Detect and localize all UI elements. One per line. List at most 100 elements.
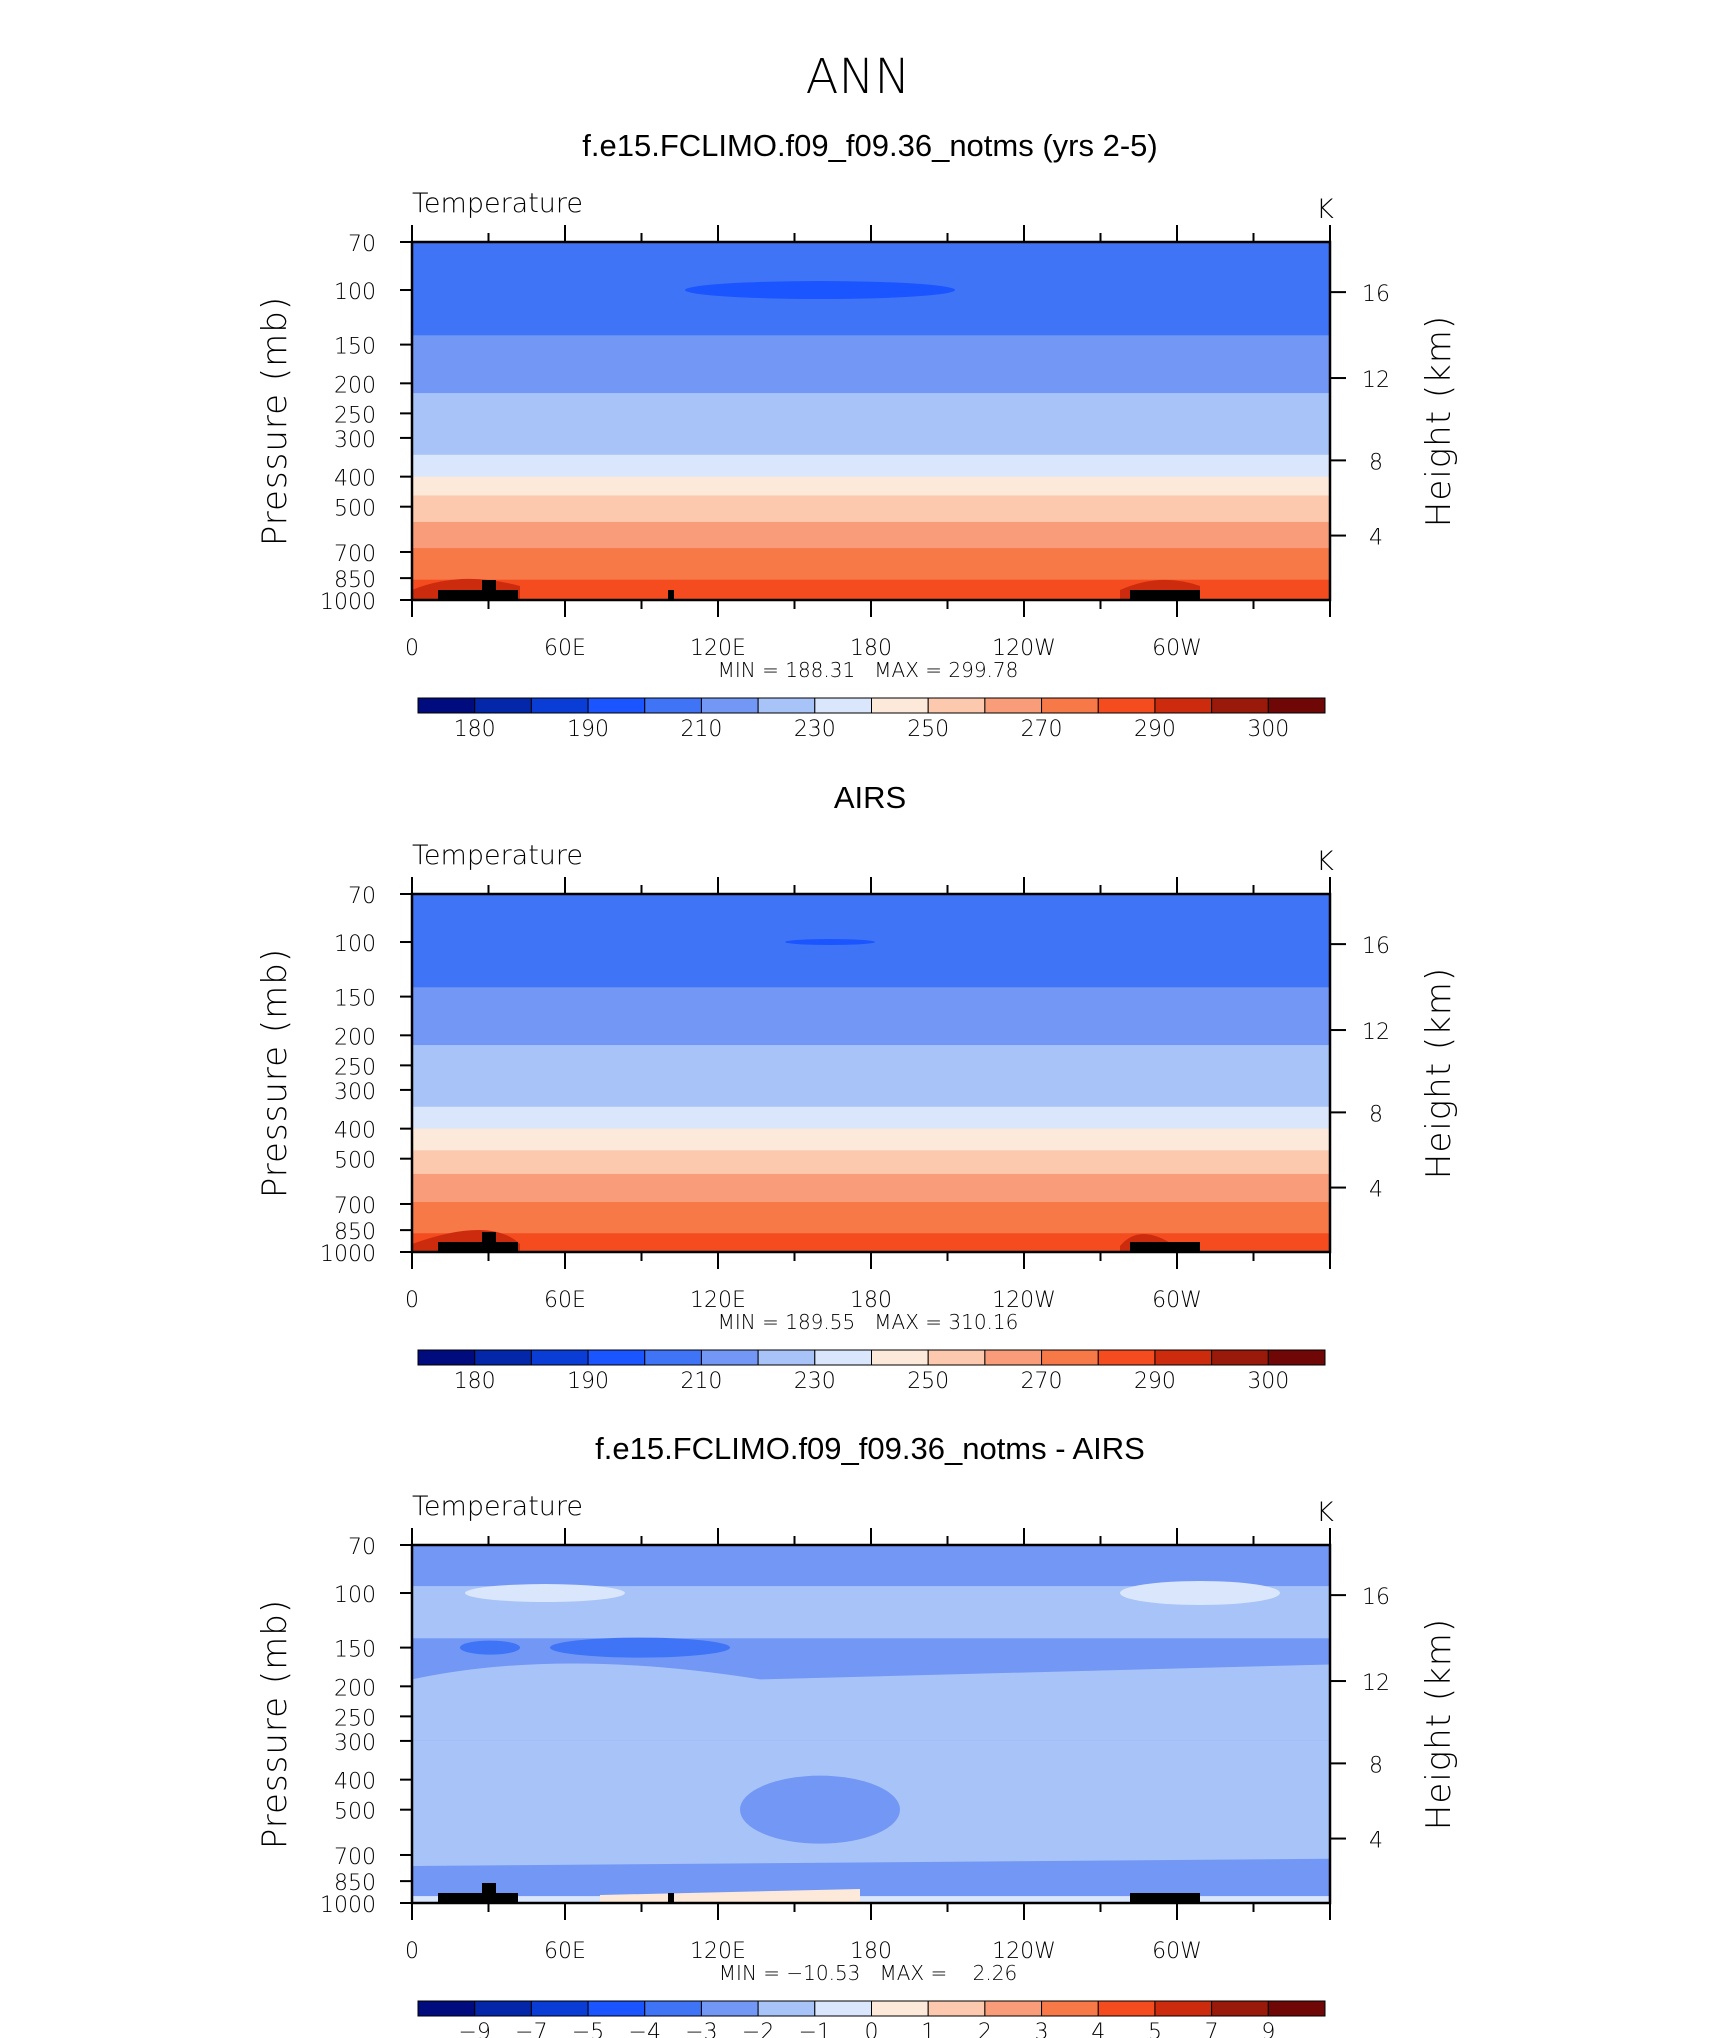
colorbar-label: −7 [515,2020,547,2038]
colorbar-swatch [1097,1349,1156,1366]
colorbar-swatch [700,1349,759,1366]
diff-contour [1120,1581,1280,1606]
colorbar-label: −3 [685,2020,717,2038]
y2-tick-label: 16 [1362,934,1390,959]
diff-contour [740,1775,900,1844]
y-tick-label: 1000 [320,590,376,615]
x-tick-label: 60E [544,1288,586,1313]
colorbar-swatch [644,1349,702,1366]
colorbar-label: 180 [454,717,496,742]
contour-bands [412,894,1330,1253]
topography-mask [482,580,496,590]
colorbar-swatch [871,1349,929,1366]
min-max-stats: MIN = 188.31 MAX = 299.78 [718,658,1019,682]
y-tick-label: 250 [334,403,376,428]
x-tick-label: 0 [405,1939,419,1964]
y-tick-label: 100 [334,280,376,305]
y-tick-label: 700 [334,1845,376,1870]
y-tick-label: 100 [334,932,376,957]
y2-axis-label: Height (km) [1419,1618,1459,1830]
colorbar-swatch [644,2000,702,2017]
y2-tick-label: 16 [1362,1585,1390,1610]
colorbar: −9 −7 −5 −4 −3 −2 −1 0 1 2 3 4 5 7 9 [417,2000,1326,2038]
x-tick-label: 0 [405,1288,419,1313]
diff-contour [412,1663,1330,1741]
x-tick-label: 120W [992,1939,1056,1964]
colorbar-swatch [871,2000,929,2017]
diff-contour [465,1584,625,1603]
y-tick-label: 850 [334,1871,376,1896]
x-tick-label: 120E [690,636,746,661]
y-tick-label: 700 [334,1194,376,1219]
contour-band [412,242,1330,316]
contour-band [412,594,1330,601]
diff-contour [550,1637,730,1658]
y-tick-label: 500 [334,1800,376,1825]
y-tick-label: 250 [334,1706,376,1731]
colorbar-swatch [814,697,872,714]
colorbar-label: 180 [454,1369,496,1394]
x-tick-label: 120E [690,1288,746,1313]
colorbar-swatch [814,2000,872,2017]
colorbar: 180 190 210 230 250 270 290 300 [417,697,1326,742]
colorbar-label: 210 [680,717,722,742]
cold-core-contour [785,939,875,946]
colorbar-swatch [984,697,1043,714]
colorbar-swatch [530,2000,589,2017]
colorbar-swatch [417,2000,476,2017]
contour-band [412,1247,1330,1253]
colorbar-swatch [984,2000,1043,2017]
topography-mask [668,1893,674,1903]
colorbar-swatch [1097,2000,1156,2017]
y2-tick-label: 8 [1369,450,1383,475]
y2-tick-label: 16 [1362,282,1390,307]
min-max-stats: MIN = −10.53 MAX = 2.26 [719,1961,1017,1985]
y-axis-right: 16 12 8 4 Height (km) [1330,282,1459,551]
colorbar-swatch [700,697,759,714]
colorbar-label: −4 [629,2020,661,2038]
colorbar-swatch [1211,1349,1269,1366]
colorbar-label: 0 [865,2020,879,2038]
colorbar-label: 190 [567,717,609,742]
colorbar-label: 4 [1091,2020,1105,2038]
contour-band [412,1017,1330,1046]
y-tick-label: 400 [334,467,376,492]
y-tick-label: 200 [334,1025,376,1050]
diff-contour [460,1640,520,1655]
colorbar-label: 270 [1021,1369,1063,1394]
y2-tick-label: 8 [1369,1102,1383,1127]
y2-tick-label: 12 [1362,1020,1390,1045]
colorbar-label: 5 [1148,2020,1162,2038]
colorbar-swatch [927,2000,986,2017]
colorbar-label: 250 [907,717,949,742]
x-axis: 0 60E 120E 180 120W 60W [405,877,1331,1313]
y-tick-label: 150 [334,987,376,1012]
units-label: K [1316,1497,1334,1528]
y-tick-label: 1000 [320,1242,376,1267]
figure-title: ANN [806,49,911,105]
colorbar-swatch [757,1349,816,1366]
y-tick-label: 700 [334,542,376,567]
y-tick-label: 70 [348,1535,376,1560]
contour-band [412,335,1330,366]
y-axis-right: 16 12 8 4 Height (km) [1330,934,1459,1203]
contour-band [412,423,1330,456]
y2-tick-label: 8 [1369,1753,1383,1778]
contour-band [412,1545,1330,1587]
topography-mask [1130,1893,1200,1903]
contour-band [412,1202,1330,1234]
colorbar-swatch [984,1349,1043,1366]
y-tick-label: 150 [334,1638,376,1663]
contour-band [412,1896,1330,1904]
y-tick-label: 300 [334,1080,376,1105]
y-tick-label: 1000 [320,1893,376,1918]
colorbar-swatch [1097,697,1156,714]
contour-bands [412,242,1330,601]
colorbar: 180 190 210 230 250 270 290 300 [417,1349,1326,1394]
x-tick-label: 120W [992,1288,1056,1313]
variable-label: Temperature [412,1491,583,1522]
y2-tick-label: 12 [1362,1671,1390,1696]
colorbar-swatch [587,1349,646,1366]
x-tick-label: 0 [405,636,419,661]
